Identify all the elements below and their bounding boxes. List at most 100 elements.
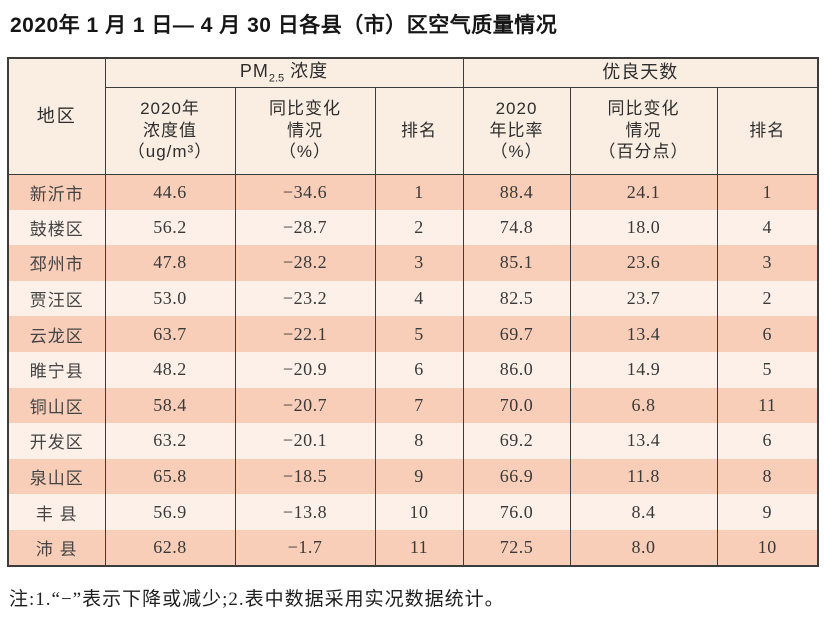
good-rank-cell: 3	[716, 245, 819, 281]
column-header-good-rank: 排名	[716, 86, 819, 175]
region-cell: 鼓楼区	[7, 209, 106, 246]
pm25-value-cell: 56.2	[104, 209, 236, 246]
column-header-good-change: 同比变化 情况 （百分点）	[569, 86, 718, 175]
table-header: 地区 PM2.5 浓度 优良天数 2020年 浓度值 （ug/m³） 同比变化 …	[7, 57, 819, 175]
pm25-change-cell: −1.7	[234, 529, 376, 566]
good-rank-cell: 11	[716, 387, 819, 424]
table-row: 邳州市 47.8 −28.2 3 85.1 23.6 3	[7, 245, 819, 281]
column-header-pm25-rank: 排名	[374, 86, 464, 175]
region-cell: 贾汪区	[7, 280, 106, 317]
pm25-change-cell: −28.2	[234, 245, 376, 281]
pm25-change-cell: −28.7	[234, 209, 376, 246]
region-cell: 开发区	[7, 423, 106, 459]
pm25-value-cell: 58.4	[104, 387, 236, 424]
pm25-rank-cell: 3	[374, 245, 464, 281]
good-rank-cell: 6	[716, 316, 819, 352]
pm25-change-cell: −22.1	[234, 316, 376, 352]
table-row: 睢宁县 48.2 −20.9 6 86.0 14.9 5	[7, 351, 819, 388]
column-header-pm25-value: 2020年 浓度值 （ug/m³）	[104, 86, 236, 175]
good-change-cell: 23.7	[569, 280, 718, 317]
column-header-region: 地区	[7, 57, 106, 175]
column-header-good-days-group: 优良天数	[462, 57, 819, 88]
good-change-cell: 13.4	[569, 423, 718, 459]
pm25-value-cell: 65.8	[104, 458, 236, 495]
good-ratio-cell: 66.9	[462, 458, 571, 495]
column-header-good-ratio: 2020 年比率 （%）	[462, 86, 571, 175]
good-change-cell: 8.4	[569, 494, 718, 530]
page-title: 2020年 1 月 1 日— 4 月 30 日各县（市）区空气质量情况	[10, 14, 558, 37]
region-cell: 铜山区	[7, 387, 106, 424]
pm25-rank-cell: 11	[374, 529, 464, 566]
good-ratio-cell: 85.1	[462, 245, 571, 281]
pm25-rank-cell: 4	[374, 280, 464, 317]
pm25-change-cell: −34.6	[234, 174, 376, 210]
good-change-cell: 6.8	[569, 387, 718, 424]
pm25-rank-cell: 1	[374, 174, 464, 210]
good-rank-cell: 8	[716, 458, 819, 495]
table-header-sub-row: 2020年 浓度值 （ug/m³） 同比变化 情况 （%） 排名 2020 年比…	[8, 86, 819, 175]
region-cell: 丰 县	[7, 494, 106, 530]
good-rank-cell: 5	[716, 351, 819, 388]
pm25-value-cell: 48.2	[104, 351, 236, 388]
pm25-change-cell: −20.7	[234, 387, 376, 424]
pm25-rank-cell: 2	[374, 209, 464, 246]
pm25-change-cell: −23.2	[234, 280, 376, 317]
pm25-value-cell: 56.9	[104, 494, 236, 530]
table-row: 丰 县 56.9 −13.8 10 76.0 8.4 9	[7, 494, 819, 530]
pm25-value-cell: 53.0	[104, 280, 236, 317]
good-rank-cell: 1	[716, 174, 819, 210]
table-row: 开发区 63.2 −20.1 8 69.2 13.4 6	[7, 423, 819, 459]
table-row: 泉山区 65.8 −18.5 9 66.9 11.8 8	[7, 458, 819, 495]
table-row: 贾汪区 53.0 −23.2 4 82.5 23.7 2	[7, 280, 819, 317]
good-change-cell: 18.0	[569, 209, 718, 246]
air-quality-table: 地区 PM2.5 浓度 优良天数 2020年 浓度值 （ug/m³） 同比变化 …	[7, 57, 820, 567]
pm25-change-cell: −13.8	[234, 494, 376, 530]
pm25-value-cell: 47.8	[104, 245, 236, 281]
pm25-rank-cell: 6	[374, 351, 464, 388]
pm25-label: PM2.5 浓度	[239, 60, 329, 85]
pm25-rank-cell: 9	[374, 458, 464, 495]
pm25-rank-cell: 5	[374, 316, 464, 352]
good-change-cell: 11.8	[569, 458, 718, 495]
good-change-cell: 8.0	[569, 529, 718, 566]
good-rank-cell: 4	[716, 209, 819, 246]
good-ratio-cell: 70.0	[462, 387, 571, 424]
table-body: 新沂市 44.6 −34.6 1 88.4 24.1 1 鼓楼区 56.2 −2…	[7, 174, 819, 566]
pm25-value-cell: 63.7	[104, 316, 236, 352]
table-row: 新沂市 44.6 −34.6 1 88.4 24.1 1	[7, 174, 819, 210]
good-ratio-cell: 82.5	[462, 280, 571, 317]
table-row: 鼓楼区 56.2 −28.7 2 74.8 18.0 4	[7, 209, 819, 246]
column-header-pm25-change: 同比变化 情况 （%）	[234, 86, 376, 175]
good-ratio-cell: 86.0	[462, 351, 571, 388]
pm25-value-cell: 63.2	[104, 423, 236, 459]
region-cell: 新沂市	[7, 174, 106, 210]
table-row: 沛 县 62.8 −1.7 11 72.5 8.0 10	[7, 529, 819, 566]
good-ratio-cell: 76.0	[462, 494, 571, 530]
good-ratio-cell: 69.7	[462, 316, 571, 352]
region-cell: 邳州市	[7, 245, 106, 281]
pm25-change-cell: −20.9	[234, 351, 376, 388]
good-ratio-cell: 88.4	[462, 174, 571, 210]
good-change-cell: 24.1	[569, 174, 718, 210]
good-ratio-cell: 74.8	[462, 209, 571, 246]
region-cell: 睢宁县	[7, 351, 106, 388]
good-ratio-cell: 72.5	[462, 529, 571, 566]
good-ratio-cell: 69.2	[462, 423, 571, 459]
good-change-cell: 14.9	[569, 351, 718, 388]
pm25-prefix: PM	[239, 60, 269, 81]
good-rank-cell: 6	[716, 423, 819, 459]
good-change-cell: 23.6	[569, 245, 718, 281]
region-cell: 泉山区	[7, 458, 106, 495]
pm25-rank-cell: 10	[374, 494, 464, 530]
table-header-group-row: 地区 PM2.5 浓度 优良天数	[7, 57, 819, 175]
table-row: 云龙区 63.7 −22.1 5 69.7 13.4 6	[7, 316, 819, 352]
pm25-suffix: 浓度	[284, 60, 329, 81]
good-rank-cell: 10	[716, 529, 819, 566]
table-row: 铜山区 58.4 −20.7 7 70.0 6.8 11	[7, 387, 819, 424]
pm25-change-cell: −20.1	[234, 423, 376, 459]
region-cell: 沛 县	[7, 529, 106, 566]
pm25-value-cell: 44.6	[104, 174, 236, 210]
good-change-cell: 13.4	[569, 316, 718, 352]
footnote: 注:1.“−”表示下降或减少;2.表中数据采用实况数据统计。	[9, 588, 505, 610]
